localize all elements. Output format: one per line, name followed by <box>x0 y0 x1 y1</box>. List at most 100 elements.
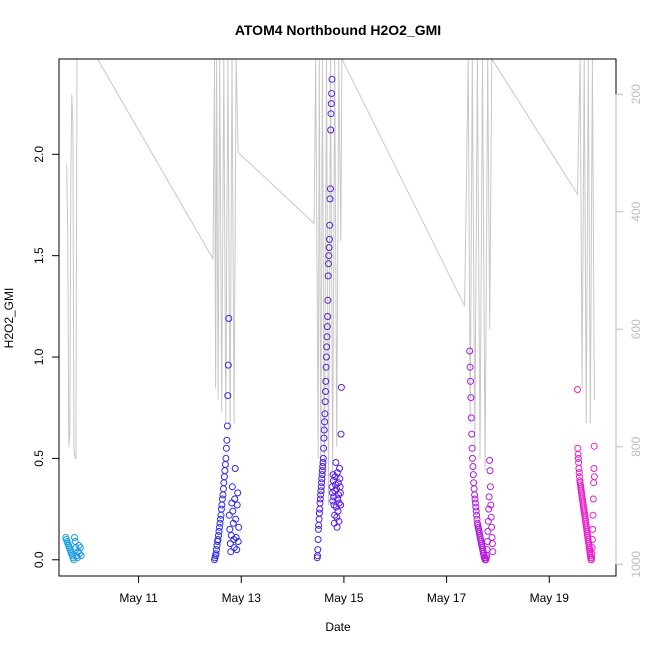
data-point <box>215 527 223 535</box>
data-point <box>485 505 493 513</box>
data-point <box>322 363 330 371</box>
data-point <box>337 383 345 391</box>
data-point <box>215 532 222 539</box>
data-point <box>327 100 335 108</box>
data-point <box>589 495 597 503</box>
x-tick-label: May 13 <box>222 591 262 605</box>
data-point <box>337 501 345 509</box>
data-point <box>469 454 476 462</box>
data-point <box>336 489 344 497</box>
data-point <box>328 75 336 83</box>
data-point <box>325 235 333 243</box>
chart-title: ATOM4 Northbound H2O2_GMI <box>235 22 441 38</box>
data-point <box>222 454 230 462</box>
data-point <box>326 195 334 203</box>
data-point <box>331 473 339 481</box>
data-point <box>484 517 492 525</box>
data-point <box>335 517 343 525</box>
data-point <box>225 315 233 322</box>
data-point <box>467 394 475 402</box>
data-point <box>227 548 235 556</box>
data-point <box>590 442 598 450</box>
data-point <box>466 347 474 355</box>
data-point <box>222 444 230 452</box>
data-point <box>575 459 583 466</box>
y-tick-label: 2.0 <box>32 146 46 163</box>
data-point <box>316 505 324 513</box>
x-tick-label: May 19 <box>530 591 570 605</box>
y-axis: 0.0 0.5 1.0 1.5 2.0 <box>32 146 60 568</box>
data-point <box>327 110 335 118</box>
data-point <box>486 467 494 475</box>
right-tick-label: 200 <box>629 84 643 104</box>
data-point <box>314 525 322 533</box>
data-point <box>328 90 336 97</box>
data-point <box>221 461 229 468</box>
data-point <box>589 525 597 533</box>
data-point <box>322 353 330 361</box>
data-point <box>219 491 227 499</box>
data-point <box>319 454 327 462</box>
data-point <box>588 544 596 552</box>
data-point <box>235 523 243 531</box>
data-point <box>468 430 476 438</box>
data-point <box>488 523 496 531</box>
x-axis-label: Date <box>325 620 351 634</box>
data-point <box>318 479 325 487</box>
data-point <box>590 473 598 481</box>
data-point <box>317 487 325 495</box>
x-axis: May 11 May 13 May 15 May 17 May 19 <box>119 575 570 605</box>
y-tick-label: 1.5 <box>32 247 46 264</box>
data-point <box>324 313 332 320</box>
data-point <box>334 507 342 515</box>
data-point <box>324 296 332 304</box>
data-point <box>471 491 479 499</box>
data-point <box>472 507 480 515</box>
y-axis-label: H2O2_GMI <box>2 288 16 349</box>
data-point <box>320 426 328 434</box>
data-point <box>234 489 242 497</box>
data-points-layer <box>62 75 598 564</box>
x-tick-label: May 15 <box>324 591 364 605</box>
data-point <box>231 495 239 503</box>
data-point <box>320 444 328 452</box>
data-point <box>217 505 225 513</box>
pressure-trace-layer <box>66 57 595 506</box>
data-point <box>574 444 582 452</box>
data-point <box>333 469 341 477</box>
right-tick-label: 800 <box>629 436 643 456</box>
data-point <box>337 430 345 438</box>
data-point <box>335 491 343 499</box>
data-point <box>229 507 237 515</box>
data-point <box>221 467 229 475</box>
data-point <box>317 491 325 499</box>
data-point <box>467 414 475 422</box>
right-tick-label: 600 <box>629 319 643 339</box>
data-point <box>322 377 330 385</box>
data-point <box>489 548 497 556</box>
data-point <box>321 410 329 418</box>
data-point <box>320 434 328 442</box>
y-tick-label: 1.0 <box>32 348 46 365</box>
data-point <box>484 527 492 535</box>
data-point <box>219 485 227 493</box>
data-point <box>315 521 323 529</box>
data-point <box>323 323 331 331</box>
data-point <box>321 398 329 406</box>
data-point <box>574 450 582 458</box>
data-point <box>325 244 333 252</box>
right-tick-label: 1000 <box>629 551 643 578</box>
data-point <box>317 483 325 491</box>
data-point <box>216 519 224 527</box>
data-point <box>314 546 322 554</box>
data-point <box>318 471 326 479</box>
data-point <box>233 546 241 554</box>
data-point <box>226 525 234 533</box>
data-point <box>325 252 333 260</box>
data-point <box>316 499 324 507</box>
data-point <box>220 473 228 481</box>
data-point <box>588 554 596 562</box>
data-point <box>318 475 326 483</box>
data-point <box>232 515 240 523</box>
